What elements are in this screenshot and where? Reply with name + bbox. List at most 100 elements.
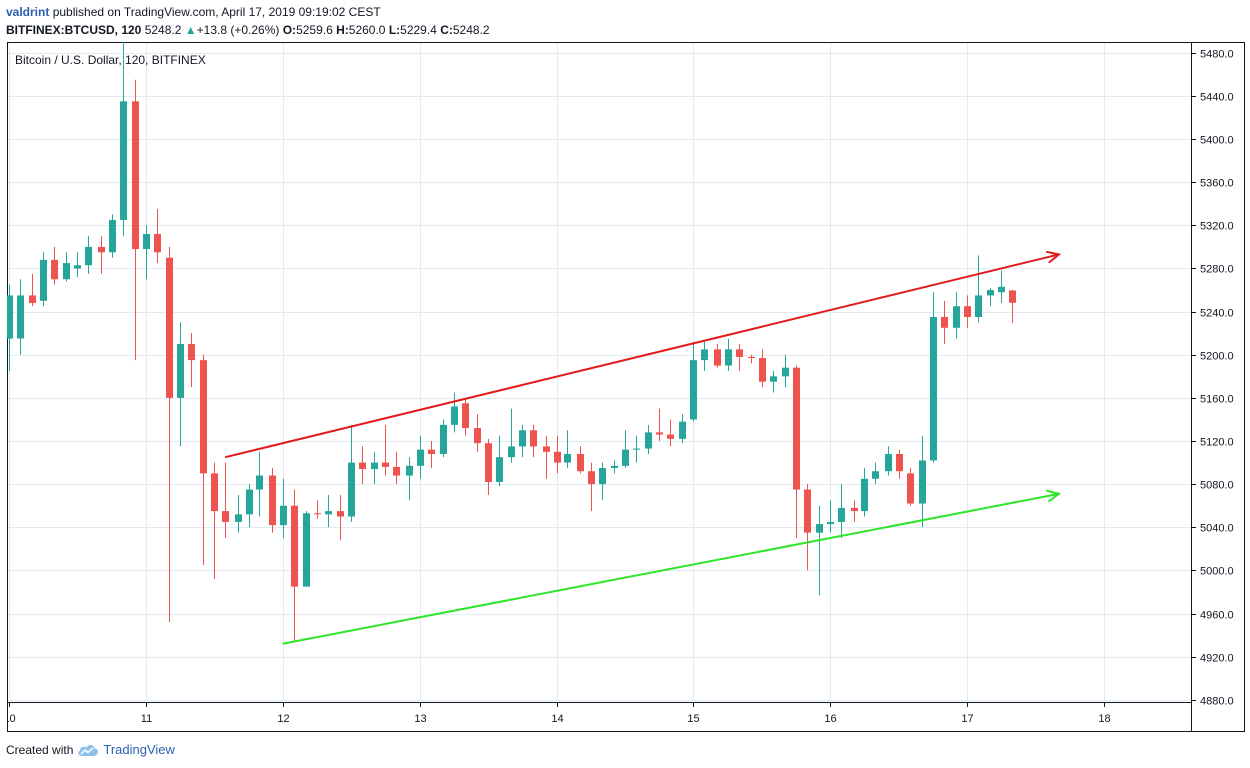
candle-body — [519, 430, 526, 447]
candle-body — [919, 460, 926, 504]
candle-up — [953, 292, 960, 339]
candle-up — [177, 322, 184, 447]
candle-body — [451, 406, 458, 425]
candle-down — [851, 500, 858, 522]
candle-down — [543, 435, 550, 479]
candle-body — [827, 521, 834, 525]
high-label: H: — [336, 23, 349, 37]
candle-body — [371, 462, 378, 470]
publish-info: valdrint published on TradingView.com, A… — [6, 4, 381, 20]
candle-down — [314, 500, 321, 519]
footer: Created with TradingView — [6, 742, 175, 758]
author-link[interactable]: valdrint — [6, 5, 50, 19]
candle-body — [269, 475, 276, 526]
candle-body — [622, 449, 629, 466]
candle-body — [303, 513, 310, 587]
candle-up — [816, 505, 823, 596]
candle-body — [325, 511, 332, 515]
resistance-trendline[interactable] — [225, 253, 1060, 459]
created-with-text: Created with — [6, 743, 74, 757]
candle-body — [222, 511, 229, 522]
candle-body — [530, 430, 537, 447]
tradingview-brand-link[interactable]: TradingView — [103, 742, 175, 757]
candle-body — [930, 317, 937, 461]
candle-body — [17, 295, 24, 339]
candle-body — [29, 295, 36, 303]
candle-up — [599, 462, 606, 501]
candle-down — [964, 295, 971, 328]
x-tick-label: 13 — [414, 713, 426, 725]
candle-body — [588, 471, 595, 485]
candle-body — [246, 489, 253, 515]
candle-up — [861, 467, 868, 517]
candle-body — [861, 478, 868, 512]
candle-body — [98, 246, 105, 253]
candle-up — [120, 31, 127, 237]
candle-body — [701, 349, 708, 361]
candle-up — [770, 370, 777, 393]
x-tick-label: 12 — [277, 713, 289, 725]
candle-body — [543, 446, 550, 452]
candle-up — [998, 270, 1005, 303]
y-tick-label: 5320.0 — [1200, 221, 1234, 233]
support-trendline[interactable] — [282, 492, 1060, 645]
candles-group — [6, 31, 1016, 641]
candle-body — [474, 428, 481, 444]
symbol-info: BITFINEX:BTCUSD, 120 5248.2 ▲+13.8 (+0.2… — [6, 22, 490, 38]
candle-up — [280, 478, 287, 539]
candle-body — [872, 471, 879, 479]
candle-down — [804, 484, 811, 571]
candle-up — [885, 446, 892, 476]
candle-up — [987, 287, 994, 307]
candle-body — [679, 421, 686, 439]
candle-up — [919, 435, 926, 528]
y-tick-label: 5040.0 — [1200, 523, 1234, 535]
x-tick-label: 17 — [961, 713, 973, 725]
candle-body — [793, 367, 800, 490]
candle-up — [782, 354, 789, 388]
candle-up — [371, 451, 378, 485]
support-arrowhead — [1046, 489, 1062, 503]
candle-up — [451, 392, 458, 433]
candle-body — [554, 451, 561, 463]
candle-body — [40, 259, 47, 301]
time-axis[interactable]: 10 11 12 13 14 15 16 17 18 — [3, 702, 1111, 725]
candle-down — [51, 246, 58, 285]
candle-body — [1009, 290, 1016, 303]
open-value: 5259.6 — [296, 23, 333, 37]
candle-down — [485, 438, 492, 495]
candle-body — [143, 233, 150, 250]
candle-body — [314, 513, 321, 515]
candle-down — [759, 349, 766, 388]
candle-down — [714, 343, 721, 368]
candle-body — [235, 514, 242, 522]
candle-body — [393, 466, 400, 476]
candle-body — [964, 306, 971, 317]
candle-down — [793, 365, 800, 539]
candle-down — [907, 467, 914, 506]
candle-up — [74, 252, 81, 278]
symbol-label: BITFINEX:BTCUSD, 120 — [6, 23, 142, 37]
candle-body — [348, 462, 355, 517]
candle-body — [63, 263, 70, 280]
candle-body — [406, 465, 413, 476]
candle-body — [200, 360, 207, 474]
candle-body — [667, 434, 674, 439]
candle-down — [748, 354, 755, 364]
chart-container[interactable]: Bitcoin / U.S. Dollar, 120, BITFINEX 488… — [3, 31, 1245, 732]
candle-body — [759, 357, 766, 382]
candle-body — [782, 367, 789, 377]
trendlines-group[interactable] — [225, 250, 1062, 645]
price-axis[interactable]: 4880.0 4920.0 4960.0 5000.0 5040.0 5080.0 5120… — [1191, 49, 1234, 708]
candle-up — [6, 284, 13, 371]
candlestick-chart[interactable]: Bitcoin / U.S. Dollar, 120, BITFINEX 488… — [3, 31, 1245, 732]
candle-down — [941, 300, 948, 344]
candle-body — [941, 317, 948, 328]
candle-body — [564, 453, 571, 463]
candle-body — [359, 462, 366, 470]
y-tick-label: 5400.0 — [1200, 135, 1234, 147]
candle-up — [303, 511, 310, 587]
y-tick-label: 5280.0 — [1200, 264, 1234, 276]
candle-body — [896, 453, 903, 472]
candle-body — [109, 219, 116, 253]
